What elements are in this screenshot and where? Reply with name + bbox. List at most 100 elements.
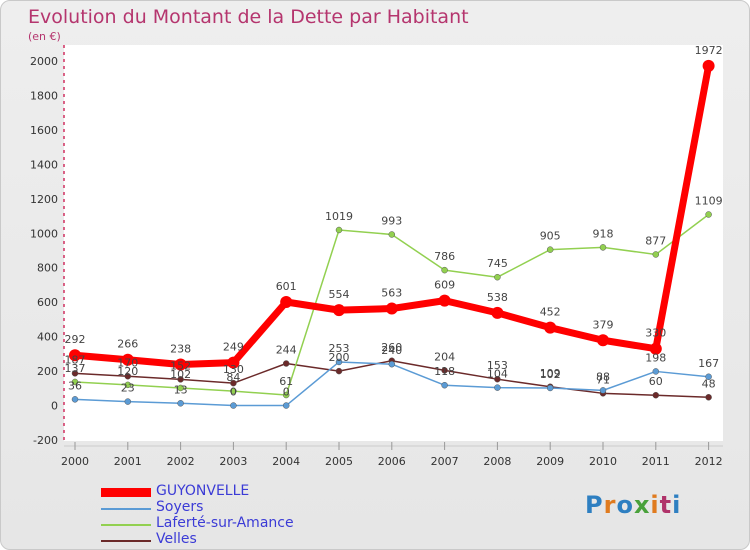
data-label: 167 xyxy=(698,357,719,370)
x-tick-label: 2008 xyxy=(483,455,511,468)
data-label: 601 xyxy=(276,280,297,293)
x-tick-label: 2010 xyxy=(589,455,617,468)
data-label: 200 xyxy=(329,351,350,364)
data-point xyxy=(282,360,290,367)
data-point xyxy=(652,251,660,258)
data-label: 153 xyxy=(487,359,508,372)
x-tick-label: 2012 xyxy=(695,455,723,468)
data-label: 170 xyxy=(117,356,138,369)
x-tick-label: 2007 xyxy=(431,455,459,468)
data-label: 745 xyxy=(487,257,508,270)
data-point xyxy=(705,394,712,401)
chart-title: Evolution du Montant de la Dette par Hab… xyxy=(28,6,469,28)
data-label: 786 xyxy=(434,250,455,263)
data-point xyxy=(599,244,607,251)
data-point xyxy=(388,360,396,368)
x-tick-label: 2001 xyxy=(114,455,142,468)
data-point xyxy=(177,384,184,392)
data-label: 187 xyxy=(65,353,86,366)
x-tick-label: 2009 xyxy=(536,455,564,468)
legend-label: Soyers xyxy=(156,499,204,515)
data-point xyxy=(652,391,660,399)
data-point xyxy=(388,231,396,238)
data-label: 104 xyxy=(487,368,508,381)
data-label: 23 xyxy=(121,382,135,395)
data-label: 71 xyxy=(596,373,610,386)
data-point xyxy=(546,384,554,392)
data-point xyxy=(230,379,237,387)
data-point xyxy=(177,376,184,383)
data-point xyxy=(71,378,79,386)
data-point xyxy=(71,396,79,403)
data-point xyxy=(280,296,293,309)
data-point xyxy=(438,294,451,307)
data-label: 13 xyxy=(174,383,188,396)
y-tick-label: -200 xyxy=(33,434,58,447)
data-point xyxy=(124,398,132,405)
y-tick-label: 800 xyxy=(37,262,58,275)
data-point xyxy=(494,273,501,281)
data-label: 36 xyxy=(68,379,82,392)
data-label: 379 xyxy=(593,318,614,331)
x-tick-label: 2004 xyxy=(272,455,300,468)
x-tick-label: 2002 xyxy=(167,455,195,468)
data-point xyxy=(494,375,501,383)
y-tick-label: 1600 xyxy=(30,124,58,137)
data-label: 266 xyxy=(117,338,138,351)
data-point xyxy=(491,306,504,319)
y-tick-label: 400 xyxy=(37,331,58,344)
plot-area xyxy=(64,45,723,441)
legend-label: Velles xyxy=(156,531,197,547)
x-tick-label: 2011 xyxy=(642,455,670,468)
data-label: 292 xyxy=(65,333,86,346)
x-tick-label: 2005 xyxy=(325,455,353,468)
data-label: 204 xyxy=(434,350,455,363)
data-label: 48 xyxy=(702,377,716,390)
data-label: 137 xyxy=(65,362,86,375)
data-point xyxy=(385,302,398,315)
legend-swatch xyxy=(101,524,151,526)
data-label: 152 xyxy=(170,359,191,372)
x-tick-label: 2003 xyxy=(219,455,247,468)
data-label: 102 xyxy=(170,368,191,381)
data-label: 238 xyxy=(170,343,191,356)
legend-swatch xyxy=(101,508,151,510)
data-point xyxy=(649,342,662,355)
data-label: 109 xyxy=(540,367,561,380)
data-point xyxy=(599,387,607,394)
data-label: 249 xyxy=(223,341,244,354)
data-point xyxy=(705,211,712,218)
data-label: 1109 xyxy=(695,194,723,207)
data-label: 905 xyxy=(540,230,561,243)
data-point xyxy=(333,304,345,317)
y-tick-label: 200 xyxy=(37,365,58,378)
y-tick-label: 600 xyxy=(37,296,58,309)
legend-label: GUYONVELLE xyxy=(156,483,250,499)
y-tick-label: 2000 xyxy=(30,55,58,68)
data-label: 563 xyxy=(381,287,402,300)
data-point xyxy=(494,384,501,391)
data-label: 198 xyxy=(645,351,666,364)
chart-subtitle: (en €) xyxy=(28,30,61,43)
x-tick-label: 2000 xyxy=(61,455,89,468)
data-label: 260 xyxy=(381,341,402,354)
y-tick-label: 1000 xyxy=(30,227,58,240)
x-tick-label: 2006 xyxy=(378,455,406,468)
y-tick-label: 0 xyxy=(51,400,58,413)
data-label: 554 xyxy=(329,288,350,301)
data-point xyxy=(335,367,343,375)
proxiti-logo: Proxiti xyxy=(585,491,682,519)
data-label: 993 xyxy=(381,214,402,227)
data-label: 609 xyxy=(434,279,455,292)
data-point xyxy=(227,356,240,369)
data-point xyxy=(230,402,237,409)
data-label: 1972 xyxy=(695,44,723,57)
data-label: 88 xyxy=(596,370,610,383)
data-point xyxy=(230,387,237,395)
data-label: 877 xyxy=(645,234,666,247)
data-label: 918 xyxy=(593,227,614,240)
y-tick-label: 1400 xyxy=(30,158,58,171)
data-label: 120 xyxy=(117,365,138,378)
